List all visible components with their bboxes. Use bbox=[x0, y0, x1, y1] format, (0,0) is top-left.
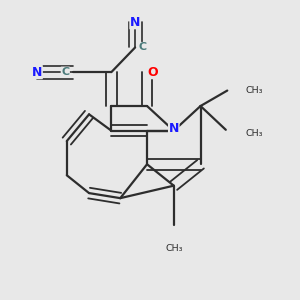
Text: O: O bbox=[147, 66, 158, 79]
Text: N: N bbox=[130, 16, 140, 29]
Text: CH₃: CH₃ bbox=[245, 129, 262, 138]
Text: C: C bbox=[61, 67, 69, 77]
Text: CH₃: CH₃ bbox=[245, 86, 262, 95]
Text: N: N bbox=[32, 66, 42, 79]
Text: C: C bbox=[139, 43, 147, 52]
Text: CH₃: CH₃ bbox=[165, 244, 182, 253]
Text: N: N bbox=[169, 122, 179, 135]
